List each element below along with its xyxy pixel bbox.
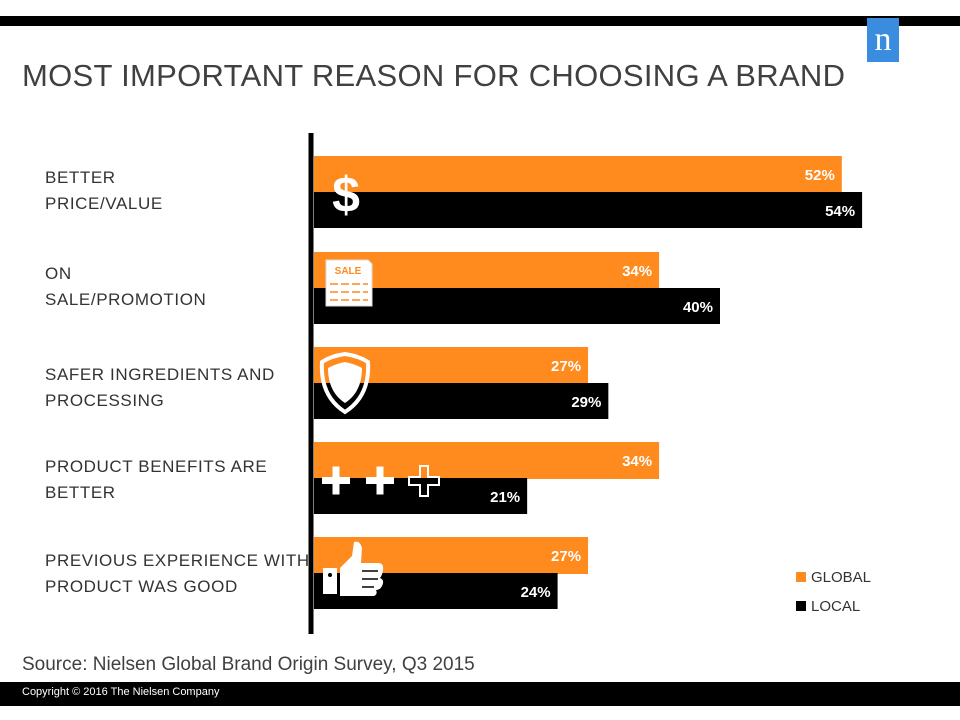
svg-text:SALE: SALE xyxy=(335,266,362,277)
nielsen-logo: n xyxy=(867,18,899,62)
legend-global-swatch xyxy=(796,572,806,583)
data-label-global: 27% xyxy=(551,548,581,565)
legend-local-label: LOCAL xyxy=(811,598,861,615)
data-label-local: 40% xyxy=(683,299,713,316)
source-note: Source: Nielsen Global Brand Origin Surv… xyxy=(22,654,475,675)
data-label-global: 27% xyxy=(551,358,581,375)
legend-local: LOCAL xyxy=(796,598,860,615)
top-bar xyxy=(0,16,960,26)
sale-tag-icon: SALE xyxy=(325,259,373,307)
data-label-global: 34% xyxy=(622,263,652,280)
thumbs-up-icon xyxy=(323,541,384,596)
data-label-local: 21% xyxy=(490,489,520,506)
category-label: PREVIOUS EXPERIENCE WITH PRODUCT WAS GOO… xyxy=(45,551,310,596)
bar-local xyxy=(314,192,863,228)
copyright-text: Copyright © 2016 The Nielsen Company xyxy=(22,686,220,698)
legend-global-label: GLOBAL xyxy=(811,569,872,586)
data-label-global: 34% xyxy=(622,453,652,470)
legend-global: GLOBAL xyxy=(796,569,871,586)
svg-text:$: $ xyxy=(332,167,360,223)
footer-bar: Copyright © 2016 The Nielsen Company xyxy=(0,682,960,706)
category-label: PRODUCT BENEFITS ARE BETTER xyxy=(45,457,268,502)
data-label-local: 24% xyxy=(521,584,551,601)
data-label-local: 54% xyxy=(825,203,855,220)
data-label-global: 52% xyxy=(805,167,835,184)
bar-local xyxy=(314,288,720,324)
shield-icon xyxy=(319,351,371,415)
dollar-icon: $ xyxy=(332,167,360,223)
plus-icons xyxy=(322,465,440,497)
data-label-local: 29% xyxy=(571,394,601,411)
category-label: SAFER INGREDIENTS AND PROCESSING xyxy=(45,365,275,410)
page-title: MOST IMPORTANT REASON FOR CHOOSING A BRA… xyxy=(22,58,846,93)
bar-global xyxy=(314,156,842,193)
category-label: BETTER PRICE/VALUE xyxy=(45,168,163,213)
category-label: ON SALE/PROMOTION xyxy=(45,264,207,309)
bar-global xyxy=(314,442,660,479)
legend-local-swatch xyxy=(796,601,806,612)
